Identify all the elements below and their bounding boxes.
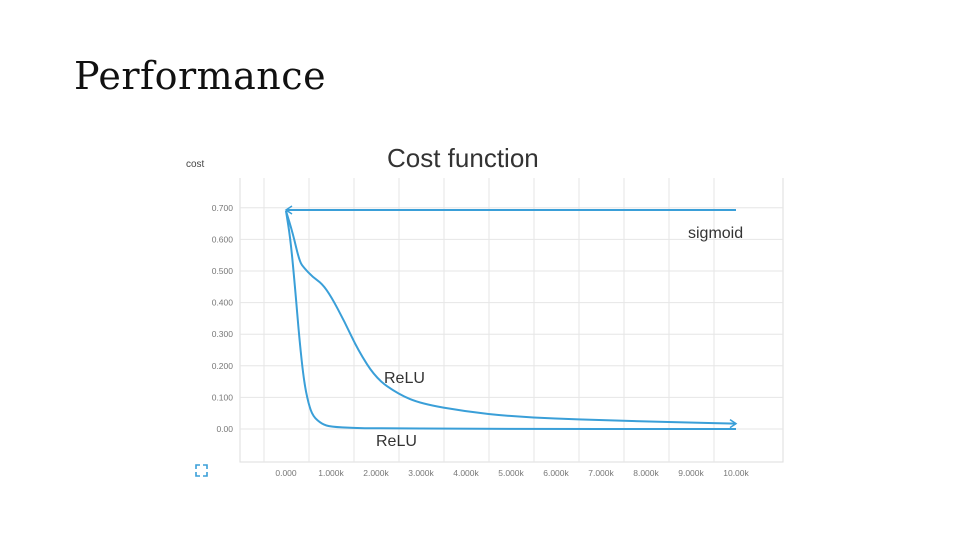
arrow-head (729, 419, 738, 429)
x-tick-label: 9.000k (678, 468, 704, 478)
x-tick-label: 8.000k (633, 468, 659, 478)
chart-title: Cost function (387, 143, 539, 173)
x-tick-label: 2.000k (363, 468, 389, 478)
series-labels: sigmoid ReLU ReLU (376, 225, 743, 450)
x-tick-label: 1.000k (318, 468, 344, 478)
x-tick-label: 6.000k (543, 468, 569, 478)
expand-icon[interactable] (195, 464, 208, 477)
chart-panel: Cost function cost 0.00 0.100 0.200 0.300 0.… (172, 132, 789, 487)
x-tick-label: 5.000k (498, 468, 524, 478)
x-tick-label: 10.00k (723, 468, 749, 478)
cost-function-chart: Cost function cost 0.000.1000.2000.3000.… (186, 143, 784, 478)
y-tick-label: 0.500 (212, 266, 234, 276)
arrow-head (284, 205, 293, 215)
y-tick-label: 0.100 (212, 392, 234, 402)
y-tick-label: 0.200 (212, 361, 234, 371)
y-tick-label: 0.400 (212, 298, 234, 308)
series-label-3: ReLU (376, 433, 417, 450)
slide-title: Performance (74, 54, 327, 98)
x-tick-label: 0.000 (275, 468, 297, 478)
series-label-1: sigmoid (688, 225, 743, 242)
series-line-2 (285, 210, 737, 425)
y-tick-label: 0.700 (212, 203, 234, 213)
y-tick-label: 0.600 (212, 234, 234, 244)
axis-ticks: 0.00 0.100 0.200 0.300 0.400 0.500 0.600 0.700 0… (212, 203, 750, 478)
y-tick-label: 0.00 (216, 424, 233, 434)
series-label-2: ReLU (384, 370, 425, 387)
grid (239, 178, 784, 463)
x-tick-label: 4.000k (453, 468, 479, 478)
y-tick-label: 0.300 (212, 329, 234, 339)
series-line-3 (285, 210, 736, 431)
x-tick-label: 7.000k (588, 468, 614, 478)
series-lines (284, 205, 738, 431)
x-tick-label: 3.000k (408, 468, 434, 478)
plot-frame (239, 178, 784, 463)
y-axis-label: cost (186, 159, 205, 170)
